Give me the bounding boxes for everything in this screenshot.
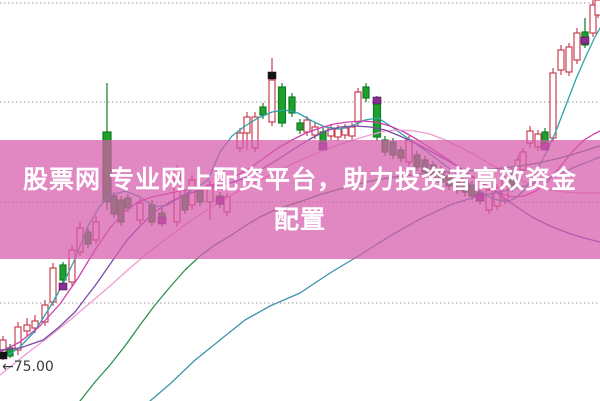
last-price-label: ←75.00	[2, 359, 54, 375]
candle-down	[277, 86, 287, 124]
candle-up	[594, 0, 600, 16]
candle-up	[589, 4, 597, 34]
candle-up	[23, 324, 31, 332]
candle-up	[41, 304, 49, 323]
trade-signal-marker	[0, 351, 8, 360]
candle-up	[334, 128, 342, 138]
candle-up	[557, 49, 565, 71]
trade-signal-marker	[580, 36, 590, 45]
candle-down	[259, 106, 267, 116]
candle-up	[354, 91, 362, 123]
promo-banner[interactable]: 股票网 专业网上配资平台，助力投资者高效资金 配置	[0, 140, 600, 259]
candle-up	[341, 127, 349, 136]
candle-up	[549, 72, 557, 139]
candle-up	[565, 46, 573, 73]
candle-down	[288, 96, 296, 114]
candle-up	[31, 320, 39, 329]
trade-signal-marker	[58, 282, 68, 291]
candle-down	[362, 86, 370, 99]
trade-signal-marker	[372, 96, 382, 105]
candle-down	[59, 264, 67, 281]
candle-up	[348, 126, 356, 137]
trade-signal-marker	[267, 71, 277, 80]
candle-up	[268, 79, 276, 123]
banner-title-line2: 配置	[273, 205, 326, 234]
candle-up	[14, 326, 22, 351]
candle-down	[296, 122, 304, 131]
candle-up	[303, 119, 311, 133]
candle-up	[573, 32, 581, 61]
banner-title-line1: 股票网 专业网上配资平台，助力投资者高效资金	[23, 165, 577, 194]
